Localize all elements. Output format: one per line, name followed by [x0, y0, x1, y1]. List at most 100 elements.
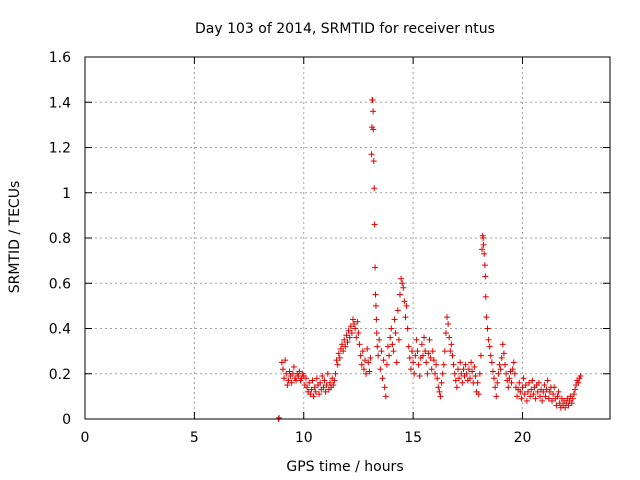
data-point — [372, 302, 379, 309]
data-point — [534, 388, 541, 395]
data-point — [520, 375, 527, 382]
data-point — [510, 359, 517, 366]
data-point — [359, 348, 366, 355]
data-point — [403, 302, 410, 309]
data-point — [519, 384, 526, 391]
data-point — [379, 375, 386, 382]
data-point — [345, 327, 352, 334]
data-point — [307, 391, 314, 398]
data-point — [381, 384, 388, 391]
data-point — [392, 330, 399, 337]
data-point — [380, 357, 387, 364]
data-point — [568, 400, 575, 407]
data-point — [281, 375, 288, 382]
data-point — [319, 373, 326, 380]
data-point — [575, 379, 582, 386]
data-point — [496, 361, 503, 368]
data-point — [572, 386, 578, 393]
data-point — [516, 379, 523, 386]
data-point — [365, 359, 372, 366]
data-point — [409, 348, 416, 355]
data-point — [427, 354, 434, 361]
data-point — [369, 96, 376, 103]
data-point — [437, 393, 444, 400]
data-point — [483, 314, 490, 321]
data-point — [481, 262, 488, 269]
x-tick-label: 20 — [514, 430, 532, 446]
data-point — [481, 250, 488, 257]
data-point — [323, 382, 330, 389]
data-point — [374, 343, 381, 350]
data-point — [523, 397, 530, 404]
data-point — [357, 352, 364, 359]
data-point — [569, 395, 576, 402]
data-point — [487, 352, 494, 359]
data-point — [494, 379, 501, 386]
data-point — [453, 384, 460, 391]
data-point — [296, 368, 303, 375]
data-point — [304, 384, 311, 391]
plot-frame — [84, 56, 611, 420]
data-point — [397, 291, 403, 298]
data-point — [495, 370, 502, 377]
data-point — [498, 354, 505, 361]
data-point — [546, 388, 553, 395]
data-point — [529, 377, 536, 384]
data-point — [366, 368, 373, 375]
x-axis-label: GPS time / hours — [286, 459, 403, 475]
data-point — [485, 336, 492, 343]
data-point — [371, 221, 378, 228]
x-tick-labels: 0 5 10 15 20 — [81, 430, 532, 446]
data-point — [471, 363, 478, 370]
data-point — [285, 377, 292, 384]
data-point — [343, 332, 350, 339]
y-tick-label: 0.8 — [49, 231, 71, 247]
data-point — [522, 382, 529, 389]
data-point — [551, 384, 558, 391]
data-point — [528, 386, 535, 393]
data-point — [456, 375, 463, 382]
x-tick-label: 10 — [295, 430, 313, 446]
data-point — [462, 361, 469, 368]
data-point — [424, 370, 431, 377]
data-point — [382, 393, 389, 400]
data-point — [407, 366, 414, 373]
data-point — [295, 373, 302, 380]
data-point — [451, 370, 458, 377]
data-point — [356, 341, 363, 348]
data-point — [349, 316, 356, 323]
data-point — [332, 370, 339, 377]
data-point — [544, 377, 551, 384]
data-point — [506, 375, 513, 382]
data-point — [288, 379, 295, 386]
data-point — [309, 377, 316, 384]
data-point — [311, 384, 318, 391]
chart-title: Day 103 of 2014, SRMTID for receiver ntu… — [195, 21, 495, 37]
data-point — [354, 318, 361, 325]
data-point — [554, 393, 561, 400]
data-point — [368, 151, 375, 158]
data-point — [436, 388, 443, 395]
data-point — [306, 379, 313, 386]
data-point — [429, 348, 436, 355]
data-point — [335, 350, 342, 357]
data-point — [499, 341, 506, 348]
data-point — [391, 316, 398, 323]
y-tick-label: 0.6 — [49, 276, 71, 292]
data-point — [395, 336, 402, 343]
data-point — [418, 341, 425, 348]
data-point — [353, 334, 360, 341]
data-point — [351, 320, 358, 327]
data-point — [425, 350, 432, 357]
data-point — [283, 370, 290, 377]
data-point — [441, 348, 448, 355]
data-point — [375, 352, 382, 359]
data-point — [387, 334, 394, 341]
grid-lines — [85, 57, 610, 419]
data-point — [468, 359, 475, 366]
data-point — [339, 341, 346, 348]
data-point — [508, 379, 515, 386]
data-point — [511, 370, 518, 377]
data-point — [344, 339, 351, 346]
